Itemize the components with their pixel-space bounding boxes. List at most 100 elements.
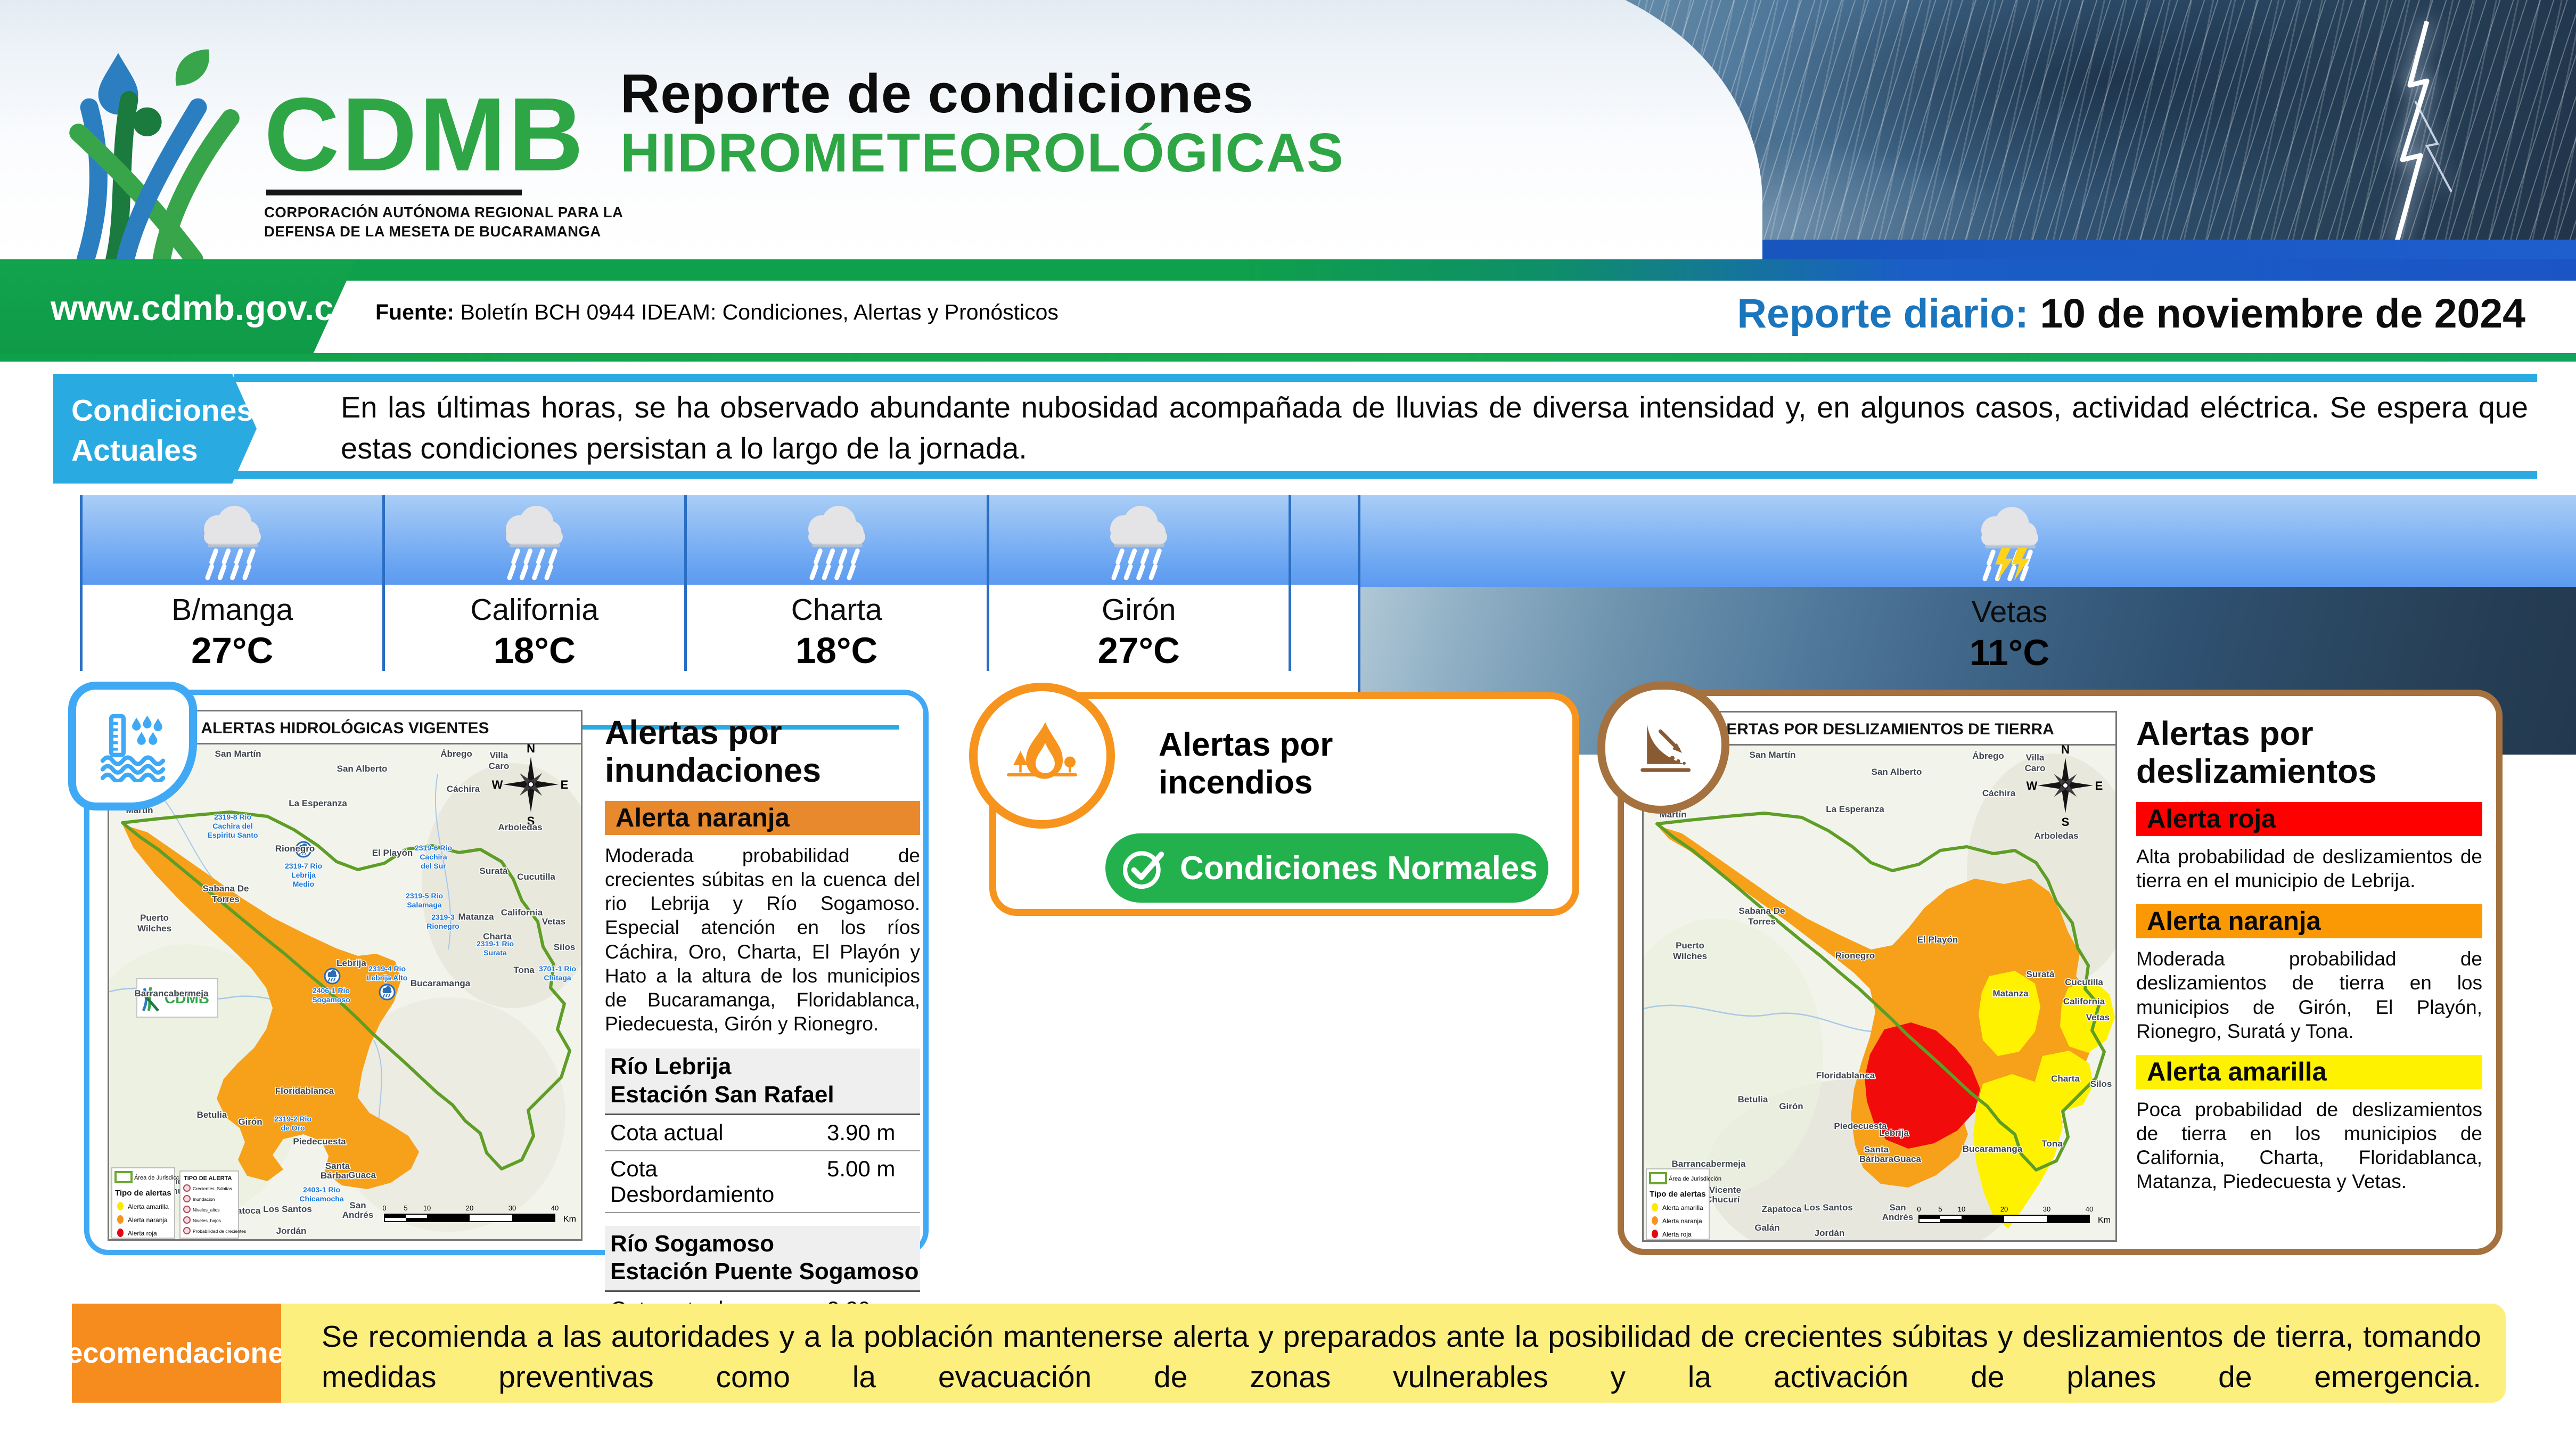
rain-icon xyxy=(687,495,987,585)
logo-acronym: CDMB xyxy=(264,76,586,193)
svg-text:Matanza: Matanza xyxy=(1992,988,2029,998)
svg-text:El Playón: El Playón xyxy=(372,848,413,858)
svg-text:40: 40 xyxy=(551,1204,559,1212)
svg-text:N: N xyxy=(527,742,535,755)
svg-text:Silos: Silos xyxy=(554,942,576,952)
svg-text:Suratá: Suratá xyxy=(480,866,508,876)
svg-text:Bucaramanga: Bucaramanga xyxy=(1963,1144,2023,1154)
svg-text:5: 5 xyxy=(1938,1205,1942,1213)
svg-text:California: California xyxy=(501,907,543,918)
green-divider xyxy=(0,353,2576,362)
page-title: Reporte de condiciones HIDROMETEOROLÓGIC… xyxy=(620,63,1344,184)
rain-icon xyxy=(83,495,382,585)
svg-text:W: W xyxy=(2027,779,2038,792)
report-date-line: Reporte diario: 10 de noviembre de 2024 xyxy=(1737,290,2525,338)
svg-text:S: S xyxy=(527,814,535,828)
svg-text:Área de Jurisdicción: Área de Jurisdicción xyxy=(134,1174,187,1181)
logo-tagline-2: DEFENSA DE LA MESETA DE BUCARAMANGA xyxy=(264,223,601,240)
map-alert-type-legend: TIPO DE ALERTA Crecientes_Súbitas Inunda… xyxy=(179,1170,246,1239)
landslide-yellow-alert-areas xyxy=(1973,971,2115,1229)
svg-text:Probabilidad de crecientes: Probabilidad de crecientes xyxy=(193,1229,246,1234)
recommendations-text: Se recomienda a las autoridades y a la p… xyxy=(322,1320,2481,1394)
svg-text:Área de Jurisdicción: Área de Jurisdicción xyxy=(1669,1175,1721,1182)
svg-text:Rionegro: Rionegro xyxy=(275,844,315,854)
svg-text:30: 30 xyxy=(2043,1205,2050,1213)
conditions-rule-bottom xyxy=(234,471,2537,479)
website-link[interactable]: www.cdmb.gov.co xyxy=(0,261,356,354)
svg-text:10: 10 xyxy=(423,1204,431,1212)
fire-card-title: Alertas por incendios xyxy=(1159,726,1333,801)
svg-text:0: 0 xyxy=(382,1204,386,1212)
logo-tagline-1: CORPORACIÓN AUTÓNOMA REGIONAL PARA LA xyxy=(264,204,624,221)
svg-text:Niveles_bajos: Niveles_bajos xyxy=(193,1218,221,1223)
svg-text:San Martín: San Martín xyxy=(215,749,261,759)
svg-text:S: S xyxy=(2062,815,2070,829)
svg-text:San Alberto: San Alberto xyxy=(337,764,388,774)
svg-text:Betulia: Betulia xyxy=(1738,1094,1768,1104)
svg-text:Tona: Tona xyxy=(2041,1139,2063,1149)
svg-text:Los Santos: Los Santos xyxy=(1804,1202,1853,1213)
station-name: Estación Puente Sogamoso xyxy=(610,1258,919,1285)
landslide-red-alert-area xyxy=(1865,1022,1980,1149)
flood-map-title: ALERTAS HIDROLÓGICAS VIGENTES xyxy=(201,719,489,737)
svg-text:20: 20 xyxy=(466,1204,473,1212)
flood-orange-alert-area xyxy=(122,824,419,1189)
recommendations-label: Recomendaciones: xyxy=(72,1304,316,1403)
svg-text:Alerta amarilla: Alerta amarilla xyxy=(128,1203,169,1210)
page-title-line2: HIDROMETEOROLÓGICAS xyxy=(620,122,1344,184)
fire-status-text: Condiciones Normales xyxy=(1180,849,1538,887)
table-row: Cota Desbordamiento 5.00 m xyxy=(605,1151,920,1213)
city-temp: 27°C xyxy=(1097,630,1180,671)
svg-text:0: 0 xyxy=(1917,1205,1921,1213)
svg-text:Barrancabermeja: Barrancabermeja xyxy=(135,988,209,998)
city-temp: 18°C xyxy=(493,630,576,671)
svg-text:Tipo de alertas: Tipo de alertas xyxy=(1650,1190,1706,1199)
svg-text:5: 5 xyxy=(404,1204,407,1212)
landslide-red-alert-bar: Alerta roja xyxy=(2136,802,2482,837)
map-legend: Área de Jurisdicción Tipo de alertas Ale… xyxy=(1646,1168,1721,1240)
svg-text:La Esperanza: La Esperanza xyxy=(289,798,347,808)
svg-text:El Playón: El Playón xyxy=(1917,935,1958,945)
city-name: Charta xyxy=(791,593,882,627)
flood-alert-map: ALERTAS HIDROLÓGICAS VIGENTES N E S W xyxy=(108,710,583,1241)
svg-text:Los Santos: Los Santos xyxy=(263,1204,312,1214)
svg-text:E: E xyxy=(2095,779,2103,792)
svg-text:Lebrija: Lebrija xyxy=(1879,1128,1909,1138)
weather-cell: B/manga 27°C xyxy=(80,495,382,671)
rain-icon xyxy=(384,495,684,585)
svg-text:CDMB: CDMB xyxy=(165,990,209,1006)
svg-text:Zapatoca: Zapatoca xyxy=(1762,1204,1802,1214)
map-logo-watermark: CDMB xyxy=(136,978,218,1018)
svg-text:Bucaramanga: Bucaramanga xyxy=(411,978,471,988)
svg-text:Ábrego: Ábrego xyxy=(440,749,472,759)
landslide-alerts-card: ALERTAS POR DESLIZAMIENTOS DE TIERRA N E… xyxy=(1618,690,2503,1255)
svg-text:Km: Km xyxy=(2098,1216,2111,1225)
svg-text:Piedecuesta: Piedecuesta xyxy=(1834,1121,1887,1131)
svg-text:40: 40 xyxy=(2086,1205,2093,1213)
gradient-band xyxy=(0,259,2576,281)
compass-icon: N E S W xyxy=(2027,743,2103,829)
landslide-yellow-alert-bar: Alerta amarilla xyxy=(2136,1054,2482,1089)
svg-text:Charta: Charta xyxy=(483,931,512,942)
current-conditions-text: En las últimas horas, se ha observado ab… xyxy=(341,390,2528,465)
svg-text:Vetas: Vetas xyxy=(2086,1012,2110,1022)
svg-text:La Esperanza: La Esperanza xyxy=(1826,804,1884,814)
page-title-line1: Reporte de condiciones xyxy=(620,63,1254,124)
storm-icon xyxy=(1360,495,2576,587)
cdmb-logo-mark xyxy=(69,49,240,266)
header: CDMB CORPORACIÓN AUTÓNOMA REGIONAL PARA … xyxy=(0,0,2576,281)
station-rain-icon xyxy=(324,968,341,985)
svg-text:Lebrija: Lebrija xyxy=(337,958,366,968)
svg-text:Piedecuesta: Piedecuesta xyxy=(293,1136,346,1147)
